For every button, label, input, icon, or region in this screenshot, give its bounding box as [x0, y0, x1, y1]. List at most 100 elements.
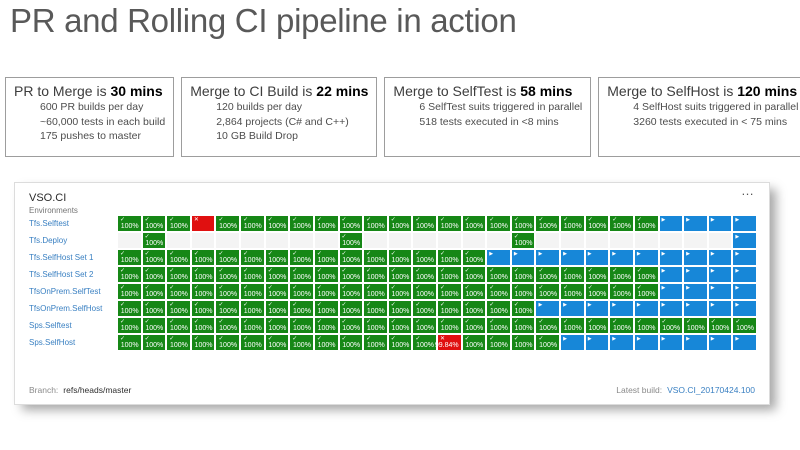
- cell-succeeded[interactable]: ✓ 100%: [561, 216, 584, 231]
- cell-in-progress[interactable]: ▶: [733, 301, 756, 316]
- cell-succeeded[interactable]: ✓ 100%: [314, 301, 338, 316]
- cell-succeeded[interactable]: ✓ 100%: [118, 301, 141, 316]
- cell-succeeded[interactable]: ✓ 100%: [413, 267, 436, 282]
- cell-succeeded[interactable]: ✓ 100%: [610, 267, 633, 282]
- cell-succeeded[interactable]: ✓ 100%: [388, 318, 412, 333]
- cell-succeeded[interactable]: ✓ 100%: [462, 318, 486, 333]
- cell-in-progress[interactable]: ▶: [536, 301, 560, 316]
- cell-succeeded[interactable]: ✓ 100%: [265, 250, 289, 265]
- cell-succeeded[interactable]: ✓ 100%: [167, 301, 190, 316]
- cell-succeeded[interactable]: ✓ 100%: [487, 284, 510, 299]
- cell-succeeded[interactable]: ✓ 100%: [142, 335, 166, 350]
- cell-succeeded[interactable]: ✓ 100%: [511, 335, 535, 350]
- cell-succeeded[interactable]: ✓ 100%: [265, 216, 289, 231]
- cell-succeeded[interactable]: ✓ 100%: [364, 301, 387, 316]
- cell-in-progress[interactable]: ▶: [684, 216, 707, 231]
- cell-succeeded[interactable]: ✓ 100%: [536, 335, 560, 350]
- cell-succeeded[interactable]: ✓ 100%: [487, 301, 510, 316]
- cell-succeeded[interactable]: ✓ 100%: [241, 318, 264, 333]
- cell-succeeded[interactable]: ✓ 100%: [314, 216, 338, 231]
- cell-succeeded[interactable]: ✓ 100%: [216, 267, 240, 282]
- cell-in-progress[interactable]: ▶: [708, 335, 732, 350]
- cell-in-progress[interactable]: ▶: [659, 250, 683, 265]
- cell-succeeded[interactable]: ✓ 100%: [216, 250, 240, 265]
- cell-succeeded[interactable]: ✓ 100%: [364, 335, 387, 350]
- cell-succeeded[interactable]: ✓ 100%: [118, 216, 141, 231]
- more-options-button[interactable]: …: [741, 183, 755, 198]
- cell-succeeded[interactable]: ✓ 100%: [216, 318, 240, 333]
- cell-succeeded[interactable]: ✓ 100%: [191, 284, 215, 299]
- cell-succeeded[interactable]: ✓ 100%: [536, 216, 560, 231]
- cell-succeeded[interactable]: ✓ 100%: [388, 284, 412, 299]
- cell-in-progress[interactable]: ▶: [659, 284, 683, 299]
- cell-succeeded[interactable]: ✓ 100%: [142, 301, 166, 316]
- cell-succeeded[interactable]: ✓ 100%: [118, 250, 141, 265]
- cell-succeeded[interactable]: ✓ 100%: [511, 284, 535, 299]
- cell-succeeded[interactable]: ✓ 100%: [413, 250, 436, 265]
- cell-in-progress[interactable]: ▶: [561, 335, 584, 350]
- cell-succeeded[interactable]: ✓ 100%: [708, 318, 732, 333]
- cell-in-progress[interactable]: ▶: [634, 250, 658, 265]
- cell-succeeded[interactable]: ✓ 100%: [364, 284, 387, 299]
- cell-succeeded[interactable]: ✓ 100%: [290, 267, 313, 282]
- cell-in-progress[interactable]: ▶: [733, 284, 756, 299]
- cell-in-progress[interactable]: ▶: [684, 335, 707, 350]
- cell-succeeded[interactable]: ✓ 100%: [191, 250, 215, 265]
- cell-succeeded[interactable]: ✓ 100%: [290, 318, 313, 333]
- cell-succeeded[interactable]: ✓ 100%: [438, 284, 461, 299]
- cell-succeeded[interactable]: ✓ 100%: [167, 250, 190, 265]
- cell-succeeded[interactable]: ✓ 100%: [438, 318, 461, 333]
- cell-in-progress[interactable]: ▶: [610, 250, 633, 265]
- cell-succeeded[interactable]: ✓ 100%: [561, 318, 584, 333]
- cell-succeeded[interactable]: ✓ 100%: [561, 284, 584, 299]
- cell-in-progress[interactable]: ▶: [585, 250, 609, 265]
- cell-in-progress[interactable]: ▶: [708, 267, 732, 282]
- cell-succeeded[interactable]: ✓ 100%: [487, 335, 510, 350]
- cell-succeeded[interactable]: ✓ 100%: [241, 250, 264, 265]
- cell-succeeded[interactable]: ✓ 100%: [314, 318, 338, 333]
- cell-succeeded[interactable]: ✓ 100%: [191, 301, 215, 316]
- cell-succeeded[interactable]: ✓ 100%: [610, 284, 633, 299]
- cell-succeeded[interactable]: ✓ 100%: [536, 284, 560, 299]
- cell-in-progress[interactable]: ▶: [659, 335, 683, 350]
- cell-in-progress[interactable]: ▶: [610, 301, 633, 316]
- cell-succeeded[interactable]: ✓ 100%: [364, 216, 387, 231]
- cell-succeeded[interactable]: ✓ 100%: [290, 284, 313, 299]
- cell-succeeded[interactable]: ✓ 100%: [118, 335, 141, 350]
- cell-succeeded[interactable]: ✓ 100%: [511, 233, 535, 248]
- cell-succeeded[interactable]: ✓ 100%: [339, 267, 363, 282]
- cell-succeeded[interactable]: ✓ 100%: [634, 267, 658, 282]
- cell-succeeded[interactable]: ✓ 100%: [118, 284, 141, 299]
- cell-succeeded[interactable]: ✓ 100%: [388, 335, 412, 350]
- cell-failed[interactable]: ✕: [191, 216, 215, 231]
- cell-succeeded[interactable]: ✓ 100%: [659, 318, 683, 333]
- cell-succeeded[interactable]: ✓ 100%: [561, 267, 584, 282]
- cell-succeeded[interactable]: ✓ 100%: [314, 335, 338, 350]
- cell-in-progress[interactable]: ▶: [610, 335, 633, 350]
- cell-in-progress[interactable]: ▶: [684, 284, 707, 299]
- cell-succeeded[interactable]: ✓ 100%: [585, 318, 609, 333]
- cell-succeeded[interactable]: ✓ 100%: [413, 335, 436, 350]
- cell-succeeded[interactable]: ✓ 100%: [265, 318, 289, 333]
- cell-succeeded[interactable]: ✓ 100%: [290, 250, 313, 265]
- cell-succeeded[interactable]: ✓ 100%: [413, 318, 436, 333]
- cell-succeeded[interactable]: ✓ 100%: [364, 267, 387, 282]
- cell-succeeded[interactable]: ✓ 100%: [438, 267, 461, 282]
- cell-succeeded[interactable]: ✓ 100%: [241, 301, 264, 316]
- cell-in-progress[interactable]: ▶: [561, 301, 584, 316]
- latest-build-link[interactable]: VSO.CI_20170424.100: [667, 385, 755, 395]
- cell-succeeded[interactable]: ✓ 100%: [241, 284, 264, 299]
- cell-in-progress[interactable]: ▶: [708, 250, 732, 265]
- cell-in-progress[interactable]: ▶: [634, 301, 658, 316]
- environment-link[interactable]: Sps.SelfHost: [29, 338, 76, 347]
- cell-in-progress[interactable]: ▶: [733, 250, 756, 265]
- environment-link[interactable]: Tfs.Deploy: [29, 236, 68, 245]
- cell-succeeded[interactable]: ✓ 100%: [265, 335, 289, 350]
- cell-succeeded[interactable]: ✓ 100%: [167, 216, 190, 231]
- cell-succeeded[interactable]: ✓ 100%: [733, 318, 756, 333]
- cell-succeeded[interactable]: ✓ 100%: [536, 318, 560, 333]
- cell-succeeded[interactable]: ✓ 100%: [339, 216, 363, 231]
- cell-succeeded[interactable]: ✓ 100%: [290, 301, 313, 316]
- environment-link[interactable]: Tfs.SelfHost Set 1: [29, 253, 94, 262]
- cell-succeeded[interactable]: ✓ 100%: [167, 267, 190, 282]
